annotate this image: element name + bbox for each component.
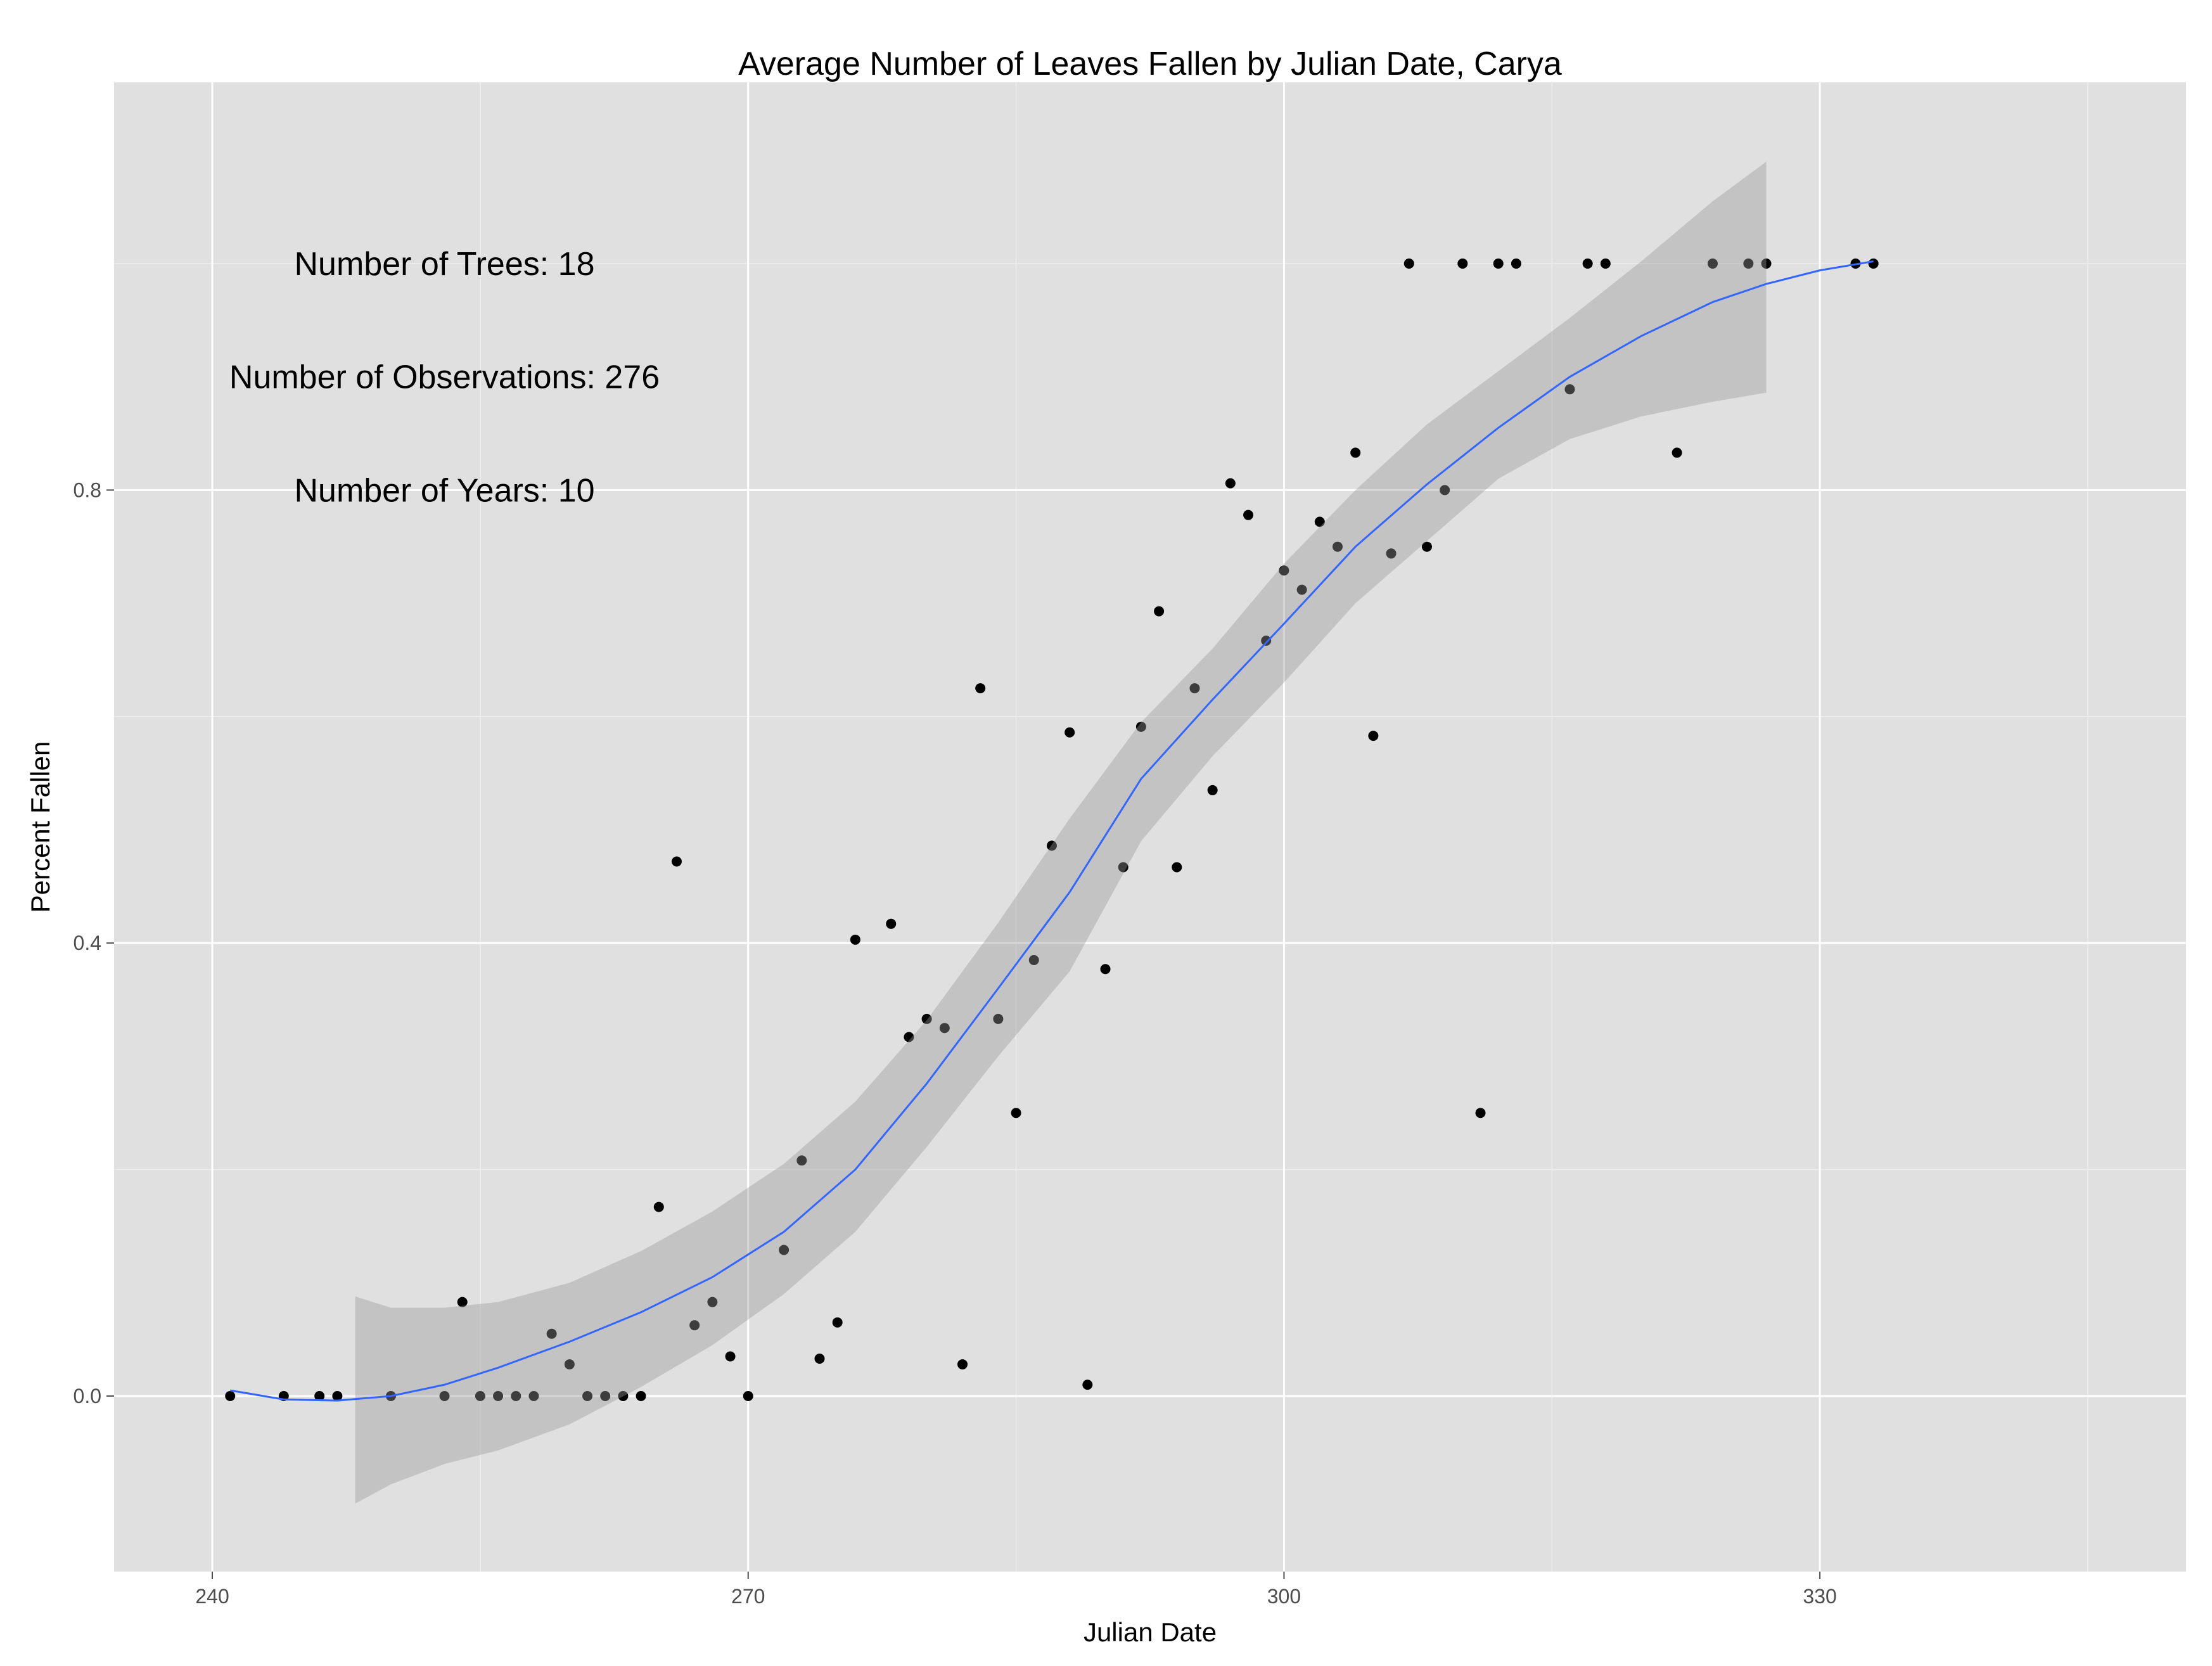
data-point	[1279, 565, 1289, 576]
annotation-text: Number of Observations: 276	[229, 359, 660, 396]
data-point	[1743, 258, 1754, 269]
data-point	[332, 1391, 343, 1402]
data-point	[1314, 516, 1325, 527]
data-point	[636, 1391, 646, 1402]
data-point	[1189, 683, 1200, 694]
data-points	[225, 258, 1879, 1402]
y-tick-label: 0.4	[74, 932, 101, 954]
x-tick-label: 240	[195, 1585, 229, 1608]
data-point	[1100, 964, 1111, 975]
annotation-text: Number of Years: 10	[294, 472, 594, 509]
x-tick-label: 330	[1803, 1585, 1836, 1608]
x-axis-ticks: 240 270 300 330	[195, 1572, 1837, 1608]
data-point	[993, 1013, 1004, 1024]
data-point	[1368, 731, 1379, 741]
data-point	[904, 1032, 914, 1042]
x-tick-label: 270	[731, 1585, 765, 1608]
data-point	[493, 1391, 504, 1402]
data-point	[475, 1391, 485, 1402]
data-point	[939, 1023, 950, 1034]
data-point	[1118, 862, 1128, 873]
data-point	[600, 1391, 611, 1402]
data-point	[671, 856, 682, 867]
data-point	[1421, 541, 1432, 552]
data-point	[225, 1391, 236, 1402]
data-point	[1046, 840, 1057, 851]
data-point	[564, 1359, 575, 1369]
data-point	[707, 1297, 718, 1307]
data-point	[1028, 954, 1039, 965]
data-point	[1350, 447, 1361, 458]
smooth-line	[229, 260, 1874, 1402]
data-point	[689, 1320, 700, 1331]
data-point	[1672, 447, 1682, 458]
data-point	[1172, 862, 1182, 873]
data-point	[1475, 1108, 1486, 1118]
data-point	[1582, 258, 1593, 269]
data-point	[850, 934, 860, 945]
data-point	[1154, 606, 1165, 617]
data-point	[1440, 485, 1450, 496]
annotations: Number of Trees: 18 Number of Observation…	[229, 246, 660, 509]
data-point	[1296, 584, 1307, 595]
data-point	[1207, 785, 1218, 795]
data-point	[1261, 636, 1272, 646]
plot-panel	[114, 82, 2186, 1572]
smooth-curve	[229, 260, 1874, 1402]
chart-title: Average Number of Leaves Fallen by Julia…	[738, 46, 1562, 82]
data-point	[1082, 1380, 1093, 1390]
data-point	[743, 1391, 753, 1402]
data-point	[1243, 509, 1254, 520]
data-point	[1511, 258, 1521, 269]
data-point	[1457, 258, 1468, 269]
y-tick-label: 0.0	[74, 1385, 101, 1407]
data-point	[528, 1391, 539, 1402]
data-point	[814, 1354, 825, 1364]
major-gridlines	[114, 82, 2186, 1572]
data-point	[1225, 478, 1236, 489]
data-point	[1135, 721, 1146, 732]
data-point	[439, 1391, 450, 1402]
data-point	[582, 1391, 593, 1402]
data-point	[1011, 1108, 1021, 1118]
data-point	[1064, 727, 1075, 738]
data-point	[1600, 258, 1611, 269]
data-point	[511, 1391, 521, 1402]
y-axis-title: Percent Fallen	[25, 741, 55, 913]
annotation-text: Number of Trees: 18	[295, 246, 595, 283]
data-point	[957, 1359, 968, 1369]
x-axis-title: Julian Date	[1084, 1617, 1217, 1647]
data-point	[457, 1297, 468, 1307]
data-point	[1332, 541, 1343, 552]
x-tick-label: 300	[1267, 1585, 1301, 1608]
data-point	[779, 1245, 790, 1255]
data-point	[1707, 258, 1718, 269]
y-axis-ticks: 0.0 0.4 0.8	[74, 478, 114, 1407]
data-point	[1386, 548, 1397, 559]
data-point	[886, 918, 897, 929]
data-point	[921, 1013, 932, 1024]
data-point	[1403, 258, 1414, 269]
data-point	[832, 1317, 843, 1328]
data-point	[1493, 258, 1504, 269]
minor-gridlines	[114, 82, 2186, 1572]
data-point	[975, 683, 986, 694]
data-point	[1868, 258, 1879, 269]
data-point	[618, 1391, 629, 1402]
data-point	[1761, 258, 1772, 269]
data-point	[725, 1351, 736, 1362]
data-point	[1564, 384, 1575, 395]
data-point	[653, 1201, 664, 1212]
data-point	[314, 1391, 325, 1402]
data-point	[546, 1328, 557, 1339]
y-tick-label: 0.8	[74, 478, 101, 501]
data-point	[796, 1155, 807, 1166]
